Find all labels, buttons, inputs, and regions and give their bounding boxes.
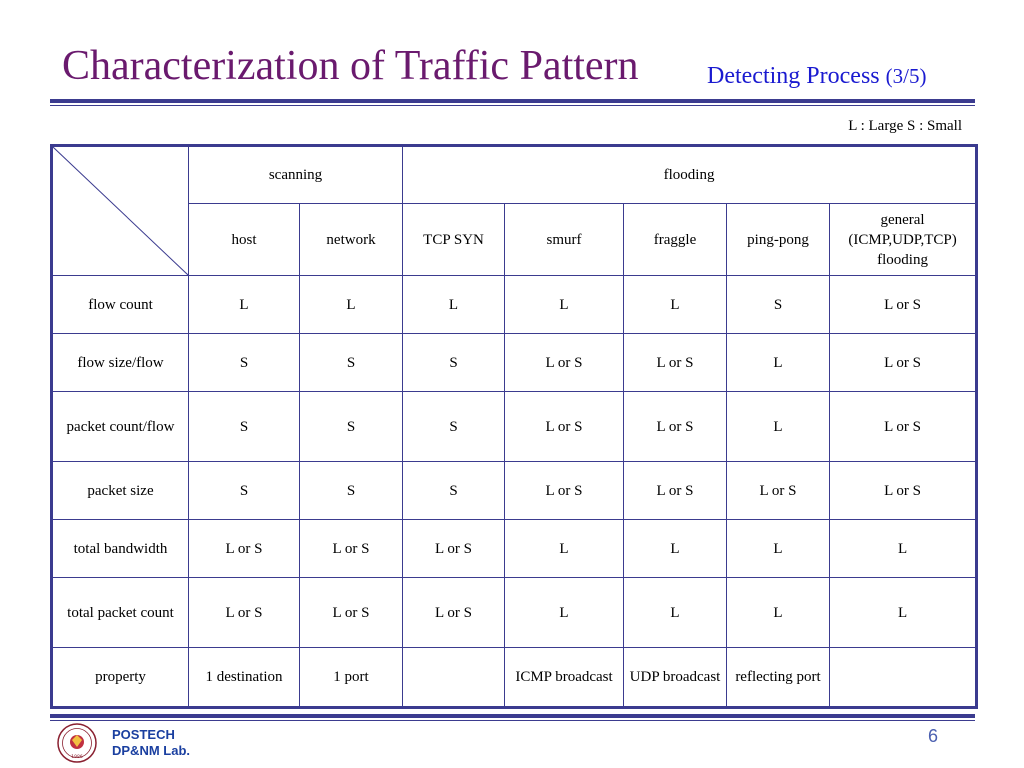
org-line-1: POSTECH [112,727,175,742]
svg-text:1986: 1986 [71,754,83,760]
table-cell: S [298,391,404,462]
table-cell: reflecting port [726,647,831,708]
diagonal-line [53,147,188,275]
corner-cell [51,145,189,276]
column-header: fraggle [623,203,728,276]
table-cell: L [726,519,831,578]
postech-logo-icon: 1986 [57,723,97,763]
table-cell: L or S [504,333,625,392]
traffic-pattern-table: scanning flooding host network TCP SYN s… [50,144,979,709]
row-label: flow size/flow [51,333,189,392]
group-header-flooding: flooding [402,145,978,204]
row-label: packet count/flow [51,391,189,462]
column-header: smurf [504,203,625,276]
table-cell: 1 destination [188,647,300,708]
table-cell: L [623,519,728,578]
table-cell: L or S [623,461,728,520]
table-cell: L or S [188,519,300,578]
table-cell: L [504,275,625,334]
organization-name: POSTECH DP&NM Lab. [112,727,190,759]
row-label: total packet count [51,577,189,648]
table-cell: 1 port [298,647,404,708]
table-row: packet size S S S L or S L or S L or S L… [51,461,978,520]
top-divider [50,99,975,106]
table-cell: UDP broadcast [623,647,728,708]
table-cell: L or S [402,519,506,578]
table-cell: ICMP broadcast [504,647,625,708]
table-cell: L or S [623,333,728,392]
table-cell: L or S [402,577,506,648]
subtitle-text: Detecting Process [707,63,880,89]
table-cell: S [402,461,506,520]
table-cell: L or S [829,391,978,462]
slide-title: Characterization of Traffic Pattern [62,43,639,89]
row-label: packet size [51,461,189,520]
table-cell: L or S [623,391,728,462]
table-cell: S [402,333,506,392]
column-header: TCP SYN [402,203,506,276]
table-cell: L [298,275,404,334]
column-header: general (ICMP,UDP,TCP) flooding [829,203,978,276]
table-cell: L or S [298,577,404,648]
table-cell: L or S [726,461,831,520]
table-row: total packet count L or S L or S L or S … [51,577,978,648]
table-cell: S [188,333,300,392]
table-cell: L or S [504,391,625,462]
table-cell: S [402,391,506,462]
table-cell: L [726,577,831,648]
table-cell [829,647,978,708]
column-header: ping-pong [726,203,831,276]
table-cell: L or S [829,333,978,392]
bottom-divider [50,714,975,721]
table-cell: L [504,577,625,648]
legend-note: L : Large S : Small [848,118,962,134]
table-cell: S [188,461,300,520]
org-line-2: DP&NM Lab. [112,743,190,758]
table-cell: L or S [829,461,978,520]
table-row: flow size/flow S S S L or S L or S L L o… [51,333,978,392]
table-cell [402,647,506,708]
group-header-row: scanning flooding [51,145,978,276]
subtitle-page-fraction: (3/5) [885,64,927,88]
table-cell: L or S [504,461,625,520]
table-cell: L [623,275,728,334]
table-row: property 1 destination 1 port ICMP broad… [51,647,978,708]
row-label: property [51,647,189,708]
table-cell: L [402,275,506,334]
table-cell: S [726,275,831,334]
table-cell: L or S [298,519,404,578]
column-header: host [188,203,300,276]
table-cell: L or S [829,275,978,334]
column-header-row: host network TCP SYN smurf fraggle ping-… [52,203,978,276]
slide-subtitle: Detecting Process (3/5) [707,62,926,90]
table-cell: L [623,577,728,648]
table-cell: L [504,519,625,578]
table-cell: S [298,333,404,392]
table-cell: L [188,275,300,334]
table-cell: L [829,519,978,578]
table-cell: L [829,577,978,648]
table-cell: S [298,461,404,520]
table-row: packet count/flow S S S L or S L or S L … [51,391,978,462]
group-header-scanning: scanning [187,145,404,204]
table-cell: L [726,391,831,462]
row-label: total bandwidth [51,519,189,578]
page-number: 6 [927,726,938,746]
table-cell: L or S [188,577,300,648]
table-row: flow count L L L L L S L or S [51,275,978,334]
column-header: network [298,203,404,276]
table-cell: L [726,333,831,392]
table-row: total bandwidth L or S L or S L or S L L… [51,519,978,578]
table-cell: S [188,391,300,462]
row-label: flow count [51,275,189,334]
